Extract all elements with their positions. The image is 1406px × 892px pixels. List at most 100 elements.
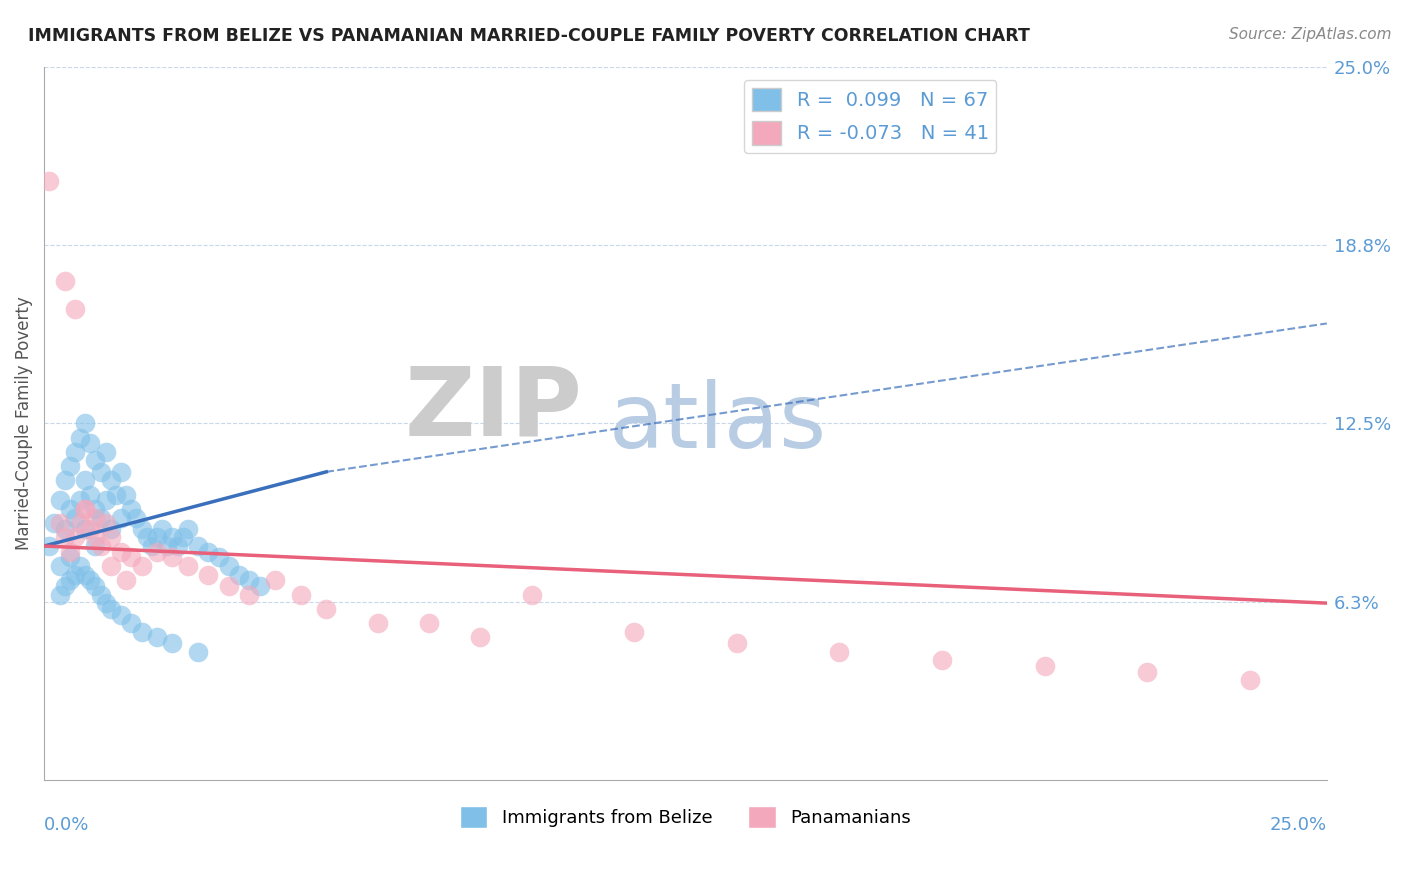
Point (90, 588, 112, 602)
Point (48, 588, 70, 602)
Text: IMMIGRANTS FROM BELIZE VS PANAMANIAN MARRIED-COUPLE FAMILY POVERTY CORRELATION C: IMMIGRANTS FROM BELIZE VS PANAMANIAN MAR… (28, 27, 1031, 45)
Point (53, 531, 76, 545)
Y-axis label: Married-Couple Family Poverty: Married-Couple Family Poverty (15, 296, 32, 550)
Point (104, 488, 127, 502)
Point (100, 522, 122, 536)
Point (162, 636, 184, 650)
Point (94, 445, 117, 459)
Point (59, 545, 82, 559)
Point (520, 588, 543, 602)
Point (177, 522, 200, 536)
Point (75, 502, 97, 516)
Point (90, 465, 112, 479)
Point (110, 510, 132, 524)
Point (79, 488, 101, 502)
Point (84, 502, 107, 516)
Point (135, 531, 157, 545)
Point (828, 645, 851, 659)
Point (367, 616, 389, 631)
Point (131, 559, 153, 574)
Point (75, 522, 97, 536)
Point (725, 636, 748, 650)
Point (38, 174, 60, 188)
Point (207, 550, 229, 565)
Point (146, 545, 169, 559)
Point (94, 596, 117, 610)
Point (69, 516, 91, 531)
Text: ZIP: ZIP (405, 362, 583, 456)
Point (63, 302, 86, 317)
Point (187, 645, 209, 659)
Point (38, 539, 60, 553)
Point (53, 579, 76, 593)
Point (100, 531, 122, 545)
Point (120, 550, 142, 565)
Point (53, 474, 76, 488)
Point (1239, 673, 1261, 688)
Point (84, 510, 107, 524)
Point (141, 539, 163, 553)
Point (120, 616, 142, 631)
Point (48, 559, 70, 574)
Point (249, 579, 271, 593)
Point (110, 465, 132, 479)
Point (470, 631, 492, 645)
Point (131, 522, 153, 536)
Point (69, 431, 91, 445)
Point (79, 522, 101, 536)
Point (228, 567, 250, 582)
Text: 0.0%: 0.0% (44, 815, 90, 834)
Point (110, 545, 132, 559)
Point (162, 550, 184, 565)
Point (931, 653, 953, 667)
Point (48, 516, 70, 531)
Point (53, 522, 76, 536)
Text: Source: ZipAtlas.com: Source: ZipAtlas.com (1229, 27, 1392, 42)
Point (75, 417, 97, 431)
Point (290, 588, 312, 602)
Point (79, 574, 101, 588)
Point (69, 559, 91, 574)
Point (131, 624, 153, 639)
Point (59, 550, 82, 565)
Point (69, 493, 91, 508)
Text: atlas: atlas (609, 379, 827, 467)
Point (1033, 659, 1056, 673)
Point (1136, 665, 1159, 679)
Point (75, 502, 97, 516)
Point (197, 545, 219, 559)
Point (315, 602, 337, 616)
Point (59, 459, 82, 474)
Point (166, 539, 188, 553)
Point (84, 453, 107, 467)
Point (146, 531, 169, 545)
Point (63, 531, 86, 545)
Point (59, 574, 82, 588)
Point (177, 559, 200, 574)
Point (90, 510, 112, 524)
Point (100, 474, 122, 488)
Point (125, 510, 148, 524)
Point (48, 493, 70, 508)
Point (75, 567, 97, 582)
Point (172, 531, 194, 545)
Point (100, 559, 122, 574)
Point (63, 445, 86, 459)
Point (238, 574, 260, 588)
Point (238, 588, 260, 602)
Point (94, 516, 117, 531)
Point (84, 579, 107, 593)
Point (623, 624, 645, 639)
Point (110, 607, 132, 622)
Point (150, 522, 173, 536)
Point (162, 531, 184, 545)
Point (90, 539, 112, 553)
Point (63, 510, 86, 524)
Point (115, 574, 138, 588)
Legend: R =  0.099   N = 67, R = -0.073   N = 41: R = 0.099 N = 67, R = -0.073 N = 41 (744, 80, 997, 153)
Point (264, 574, 287, 588)
Point (197, 567, 219, 582)
Point (79, 436, 101, 450)
Text: 25.0%: 25.0% (1270, 815, 1327, 834)
Point (115, 488, 138, 502)
